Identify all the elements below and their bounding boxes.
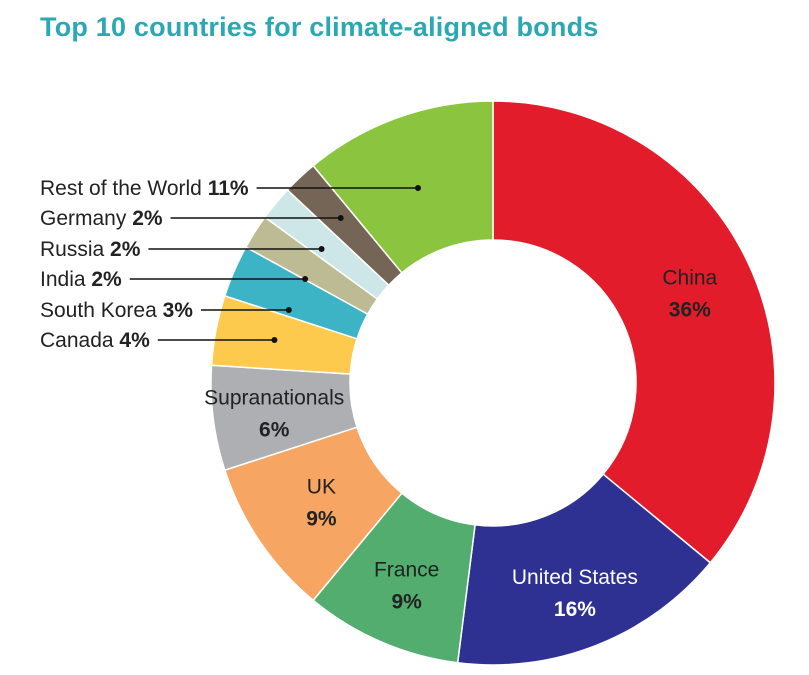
value-supranationals: 6% [259, 419, 290, 442]
label-uk: UK [307, 476, 336, 499]
chart-title: Top 10 countries for climate-aligned bon… [40, 12, 599, 42]
label-germany: Germany 2% [40, 207, 163, 230]
label-china: China [662, 266, 717, 289]
label-supranationals: Supranationals [204, 387, 344, 410]
value-france: 9% [391, 591, 422, 614]
value-china: 36% [669, 298, 711, 321]
label-russia: Russia 2% [40, 238, 141, 261]
label-rest-of-the-world: Rest of the World 11% [40, 177, 249, 200]
leader-dot-south-korea [285, 307, 292, 313]
label-south-korea: South Korea 3% [40, 299, 193, 322]
value-united-states: 16% [554, 598, 596, 621]
slice-china [492, 100, 776, 564]
leader-dot-germany [337, 215, 344, 221]
label-india: India 2% [40, 268, 122, 291]
label-united-states: United States [512, 566, 638, 589]
leader-dot-rest-of-the-world [415, 185, 421, 191]
leader-dot-india [302, 276, 309, 282]
slice-rest-of-the-world [312, 100, 494, 274]
slice-united-states [456, 473, 712, 666]
label-canada: Canada 4% [40, 329, 150, 352]
label-france: France [374, 559, 439, 582]
leader-dot-russia [318, 246, 325, 252]
value-uk: 9% [306, 508, 337, 531]
leader-dot-canada [271, 337, 278, 343]
